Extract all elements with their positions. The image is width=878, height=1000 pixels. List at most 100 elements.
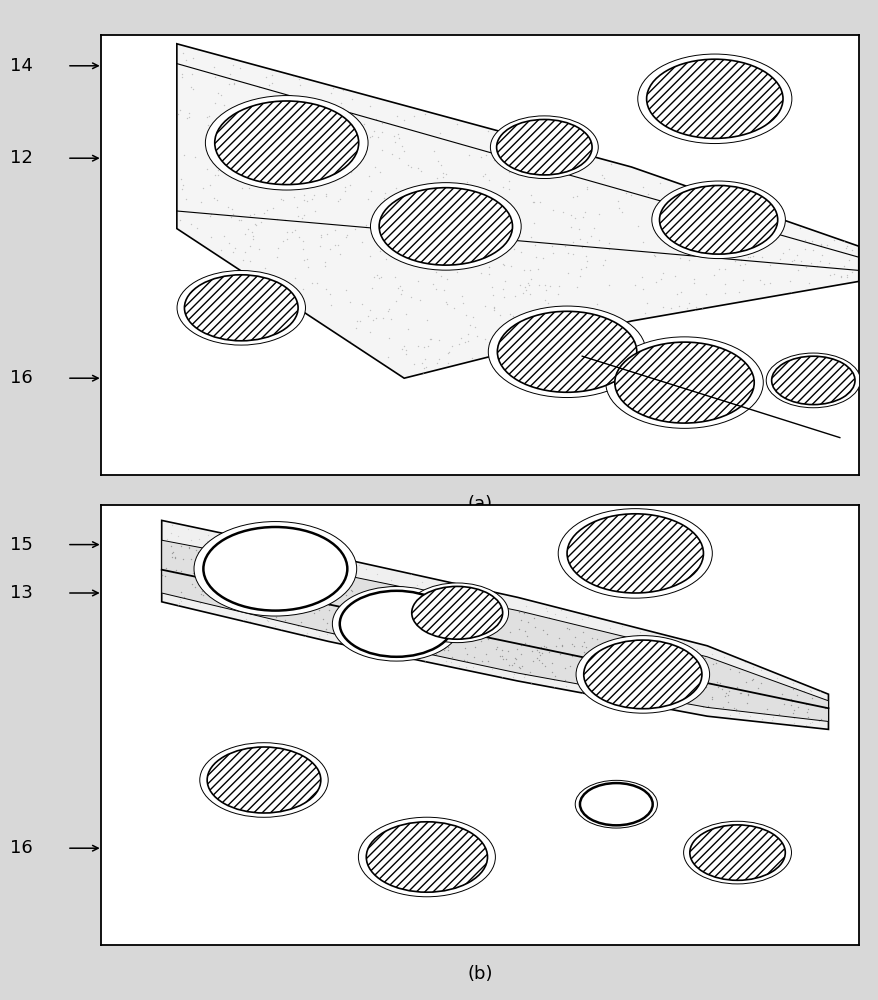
Point [735, 272, 749, 288]
Point [551, 286, 565, 302]
Point [463, 620, 477, 636]
Point [342, 294, 356, 310]
Point [281, 161, 295, 177]
Point [655, 299, 669, 315]
Point [240, 555, 254, 571]
Point [551, 625, 565, 641]
Circle shape [490, 116, 598, 179]
Point [712, 675, 726, 691]
Point [531, 148, 545, 164]
Point [515, 636, 529, 652]
Circle shape [340, 591, 453, 657]
Point [219, 556, 233, 572]
Point [783, 691, 797, 707]
Point [395, 341, 409, 357]
Point [650, 699, 664, 715]
Point [673, 284, 687, 300]
Point [765, 709, 779, 725]
Point [814, 236, 828, 252]
Point [191, 544, 205, 560]
Circle shape [766, 353, 860, 408]
Point [754, 249, 768, 265]
Point [381, 303, 395, 319]
Point [579, 248, 593, 264]
Point [511, 659, 525, 675]
Point [487, 152, 501, 168]
Point [174, 584, 188, 600]
Point [368, 591, 382, 607]
Point [163, 525, 177, 541]
Point [367, 593, 381, 609]
Point [558, 630, 572, 646]
Point [327, 593, 342, 609]
Point [357, 146, 371, 162]
Point [271, 240, 285, 256]
Point [514, 612, 528, 628]
Point [790, 699, 804, 715]
Point [291, 71, 306, 87]
Point [170, 528, 184, 544]
Point [711, 674, 725, 690]
Point [227, 547, 241, 563]
Point [517, 279, 531, 295]
Point [252, 129, 266, 145]
Point [383, 615, 397, 631]
Point [833, 269, 847, 285]
Point [640, 186, 654, 202]
Point [308, 585, 322, 601]
Point [211, 162, 225, 178]
Point [774, 686, 788, 702]
Point [576, 624, 590, 640]
Point [416, 360, 430, 376]
Point [785, 699, 799, 715]
Point [390, 108, 404, 124]
Point [574, 685, 588, 701]
Point [478, 147, 492, 163]
Point [247, 578, 261, 594]
Point [201, 571, 215, 587]
Point [419, 593, 433, 609]
Point [507, 135, 522, 151]
Point [510, 218, 524, 234]
Point [348, 617, 362, 633]
Point [359, 217, 373, 233]
Point [222, 235, 236, 251]
Point [384, 146, 398, 162]
Point [605, 648, 619, 664]
Point [342, 592, 356, 608]
Point [537, 643, 551, 659]
Point [233, 539, 247, 555]
Point [514, 634, 528, 650]
Point [460, 174, 474, 190]
Point [369, 600, 383, 616]
Point [798, 717, 812, 733]
Point [392, 150, 406, 166]
Point [206, 553, 220, 569]
Point [501, 657, 515, 673]
Point [453, 631, 467, 647]
Point [330, 572, 344, 588]
Point [205, 554, 220, 570]
Point [332, 608, 346, 624]
Point [691, 659, 705, 675]
Point [507, 206, 521, 222]
Point [405, 602, 419, 618]
Point [429, 170, 443, 186]
Point [335, 598, 349, 614]
Point [621, 670, 635, 686]
Point [364, 128, 378, 144]
Circle shape [207, 747, 320, 813]
Point [687, 302, 701, 318]
Point [404, 616, 418, 632]
Circle shape [566, 514, 702, 593]
Point [590, 678, 604, 694]
Point [511, 604, 525, 620]
Point [538, 309, 552, 325]
Point [351, 557, 365, 573]
Point [609, 667, 623, 683]
Point [585, 659, 599, 675]
Point [716, 689, 730, 705]
Point [578, 645, 592, 661]
Point [422, 618, 436, 634]
Point [786, 689, 800, 705]
